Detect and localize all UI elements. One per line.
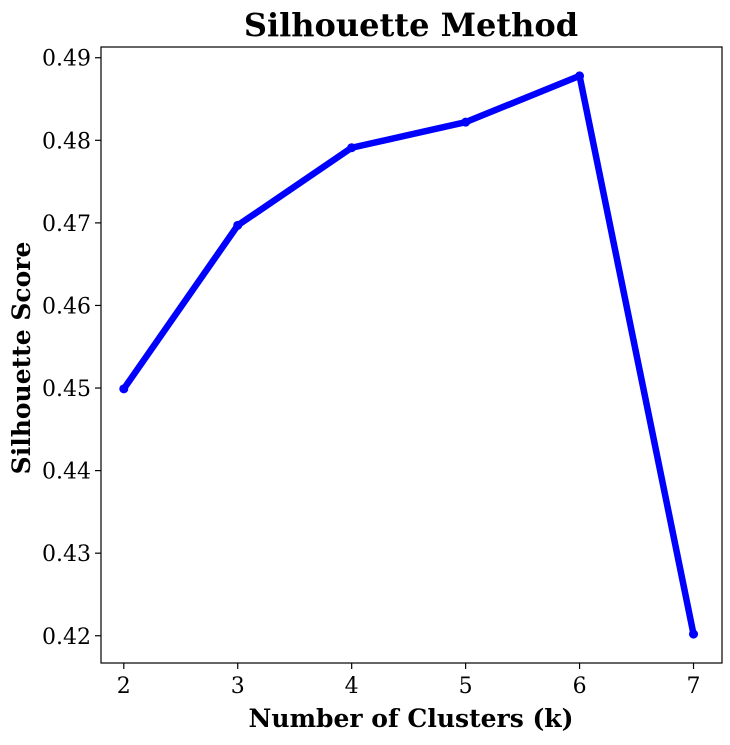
y-tick-label: 0.44 — [42, 460, 91, 485]
data-point — [575, 71, 585, 81]
data-point — [461, 117, 471, 127]
series-layer — [119, 71, 699, 639]
x-axis: 2 3 4 5 6 7 — [117, 663, 701, 699]
x-tick-label: 3 — [231, 674, 245, 699]
y-tick-label: 0.43 — [42, 542, 91, 567]
y-tick-label: 0.48 — [42, 129, 91, 154]
x-axis-label: Number of Clusters (k) — [249, 704, 574, 733]
chart-title: Silhouette Method — [244, 6, 578, 44]
y-tick-label: 0.42 — [42, 625, 91, 650]
y-tick-label: 0.49 — [42, 47, 91, 72]
series-line — [120, 72, 697, 638]
x-tick-label: 5 — [459, 674, 473, 699]
data-point — [119, 384, 129, 394]
x-tick-label: 7 — [687, 674, 701, 699]
x-tick-label: 2 — [117, 674, 131, 699]
x-tick-label: 4 — [345, 674, 359, 699]
y-axis-label: Silhouette Score — [7, 242, 36, 475]
y-tick-label: 0.45 — [42, 377, 91, 402]
data-point — [233, 220, 243, 230]
y-tick-label: 0.46 — [42, 294, 91, 319]
y-tick-label: 0.47 — [42, 212, 91, 237]
plot-frame — [100, 46, 723, 664]
x-tick-label: 6 — [573, 674, 587, 699]
data-point — [347, 143, 357, 153]
data-point — [689, 629, 699, 639]
y-axis: 0.42 0.43 0.44 0.45 0.46 0.47 0.48 0.49 — [42, 47, 101, 650]
